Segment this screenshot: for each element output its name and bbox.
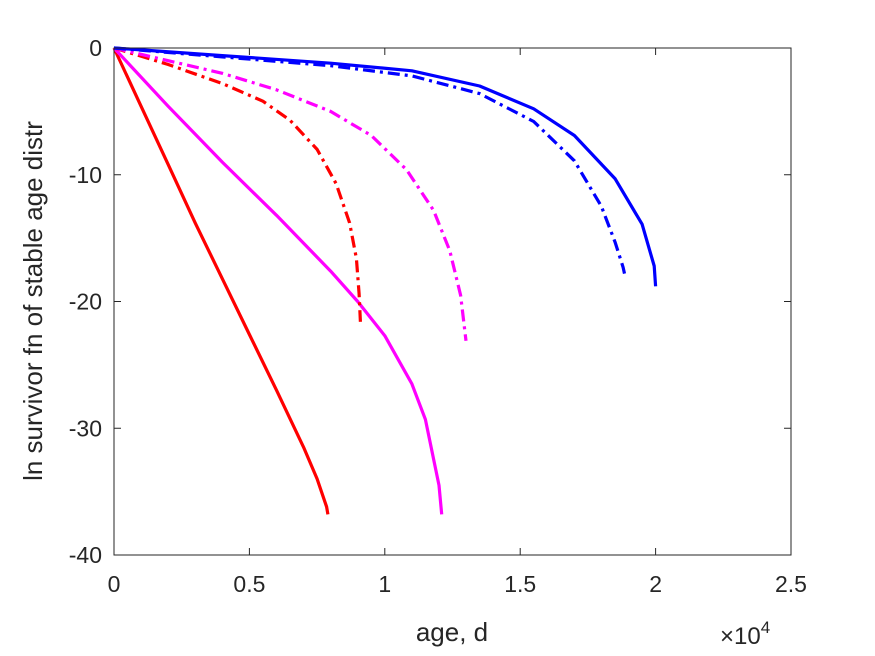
tick-layer: 0 0.5 1 1.5 2 2.5 0 -10 -20 -30 -40 bbox=[69, 35, 807, 597]
series-line-4 bbox=[113, 46, 468, 341]
series-line-2 bbox=[112, 46, 444, 515]
x-exponent-label: ×104 bbox=[720, 618, 770, 650]
series-layer bbox=[112, 46, 658, 515]
y-axis-title: ln survivor fn of stable age distr bbox=[18, 121, 48, 481]
plot-background bbox=[114, 48, 791, 555]
x-tick-label: 1 bbox=[378, 571, 391, 597]
x-tick-label: 0 bbox=[108, 571, 121, 597]
series-line-1 bbox=[112, 47, 330, 515]
x-axis-title: age, d bbox=[416, 617, 488, 647]
x-tick-label: 2.5 bbox=[775, 571, 807, 597]
series-line-6 bbox=[113, 46, 658, 287]
series-line-5 bbox=[113, 46, 627, 274]
x-exponent-power: 4 bbox=[761, 618, 770, 637]
x-tick-label: 0.5 bbox=[233, 571, 265, 597]
x-exponent-base: ×10 bbox=[720, 623, 761, 650]
y-tick-label: -40 bbox=[69, 542, 102, 568]
y-tick-label: -10 bbox=[69, 162, 102, 188]
y-tick-label: -20 bbox=[69, 289, 102, 315]
x-tick-label: 2 bbox=[649, 571, 662, 597]
series-line-3 bbox=[113, 46, 362, 322]
x-tick-label: 1.5 bbox=[504, 571, 536, 597]
y-tick-label: 0 bbox=[89, 35, 102, 61]
y-tick-label: -30 bbox=[69, 415, 102, 441]
